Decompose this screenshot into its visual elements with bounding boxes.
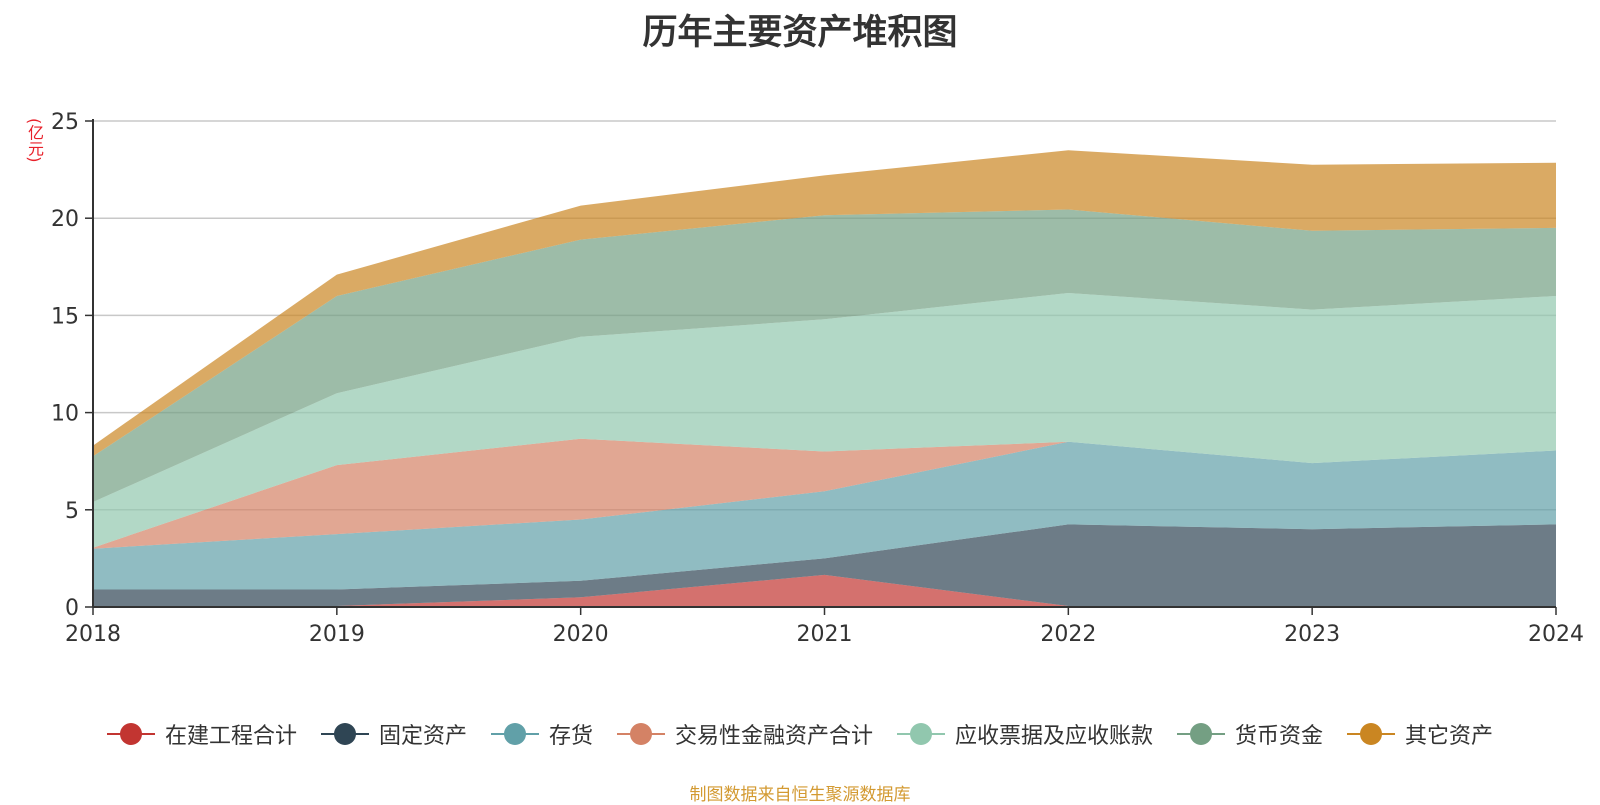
legend-label: 应收票据及应收账款 (955, 724, 1154, 749)
data-source-footnote: 制图数据来自恒生聚源数据库 (689, 785, 911, 805)
x-tick-label: 2024 (1528, 622, 1584, 647)
area-series-5[interactable] (93, 293, 1556, 548)
area-series-2[interactable] (93, 524, 1556, 607)
y-tick-label: 15 (51, 304, 79, 329)
legend-label: 在建工程合计 (164, 724, 297, 749)
legend-item-5[interactable]: 应收票据及应收账款 (897, 718, 1153, 750)
legend-item-1[interactable]: 在建工程合计 (106, 718, 297, 750)
legend-item-2[interactable]: 固定资产 (320, 718, 467, 750)
y-tick-label: 5 (65, 499, 79, 524)
axes: 0 5 10 15 20 25 2018 2019 2020 2021 2022 2023 2024 (51, 110, 1584, 647)
area-series-7[interactable] (93, 150, 1556, 457)
x-tick-label: 2020 (553, 622, 609, 647)
area-series-1[interactable] (93, 574, 1556, 607)
legend-marker-icon (320, 722, 369, 746)
area-series (93, 150, 1556, 607)
legend-label: 固定资产 (378, 724, 467, 749)
legend-item-3[interactable]: 存货 (490, 718, 593, 750)
legend-label: 其它资产 (1405, 724, 1494, 749)
legend-marker-icon (490, 722, 539, 746)
y-tick-label: 20 (51, 207, 79, 232)
legend-label: 交易性金融资产合计 (674, 724, 873, 749)
legend-item-4[interactable]: 交易性金融资产合计 (616, 718, 873, 750)
area-series-4[interactable] (93, 438, 1556, 549)
legend-item-6[interactable]: 货币资金 (1177, 718, 1323, 750)
legend: 在建工程合计 固定资产 存货 交易性金融资产合计 应收票据及应收账款 货币资金 其它资产 (0, 718, 1600, 750)
legend-marker-icon (1177, 722, 1226, 746)
y-tick-label: 10 (51, 402, 79, 427)
x-tick-label: 2023 (1284, 622, 1340, 647)
legend-label: 货币资金 (1235, 724, 1324, 749)
y-tick-label: 0 (65, 596, 79, 621)
chart-title: 历年主要资产堆积图 (642, 13, 958, 53)
legend-label: 存货 (548, 724, 593, 749)
legend-marker-icon (106, 722, 155, 746)
y-tick-label: 25 (51, 110, 79, 135)
legend-marker-icon (897, 722, 945, 746)
area-series-3[interactable] (93, 441, 1556, 590)
x-tick-label: 2022 (1040, 622, 1096, 647)
legend-marker-icon (1347, 722, 1396, 746)
x-tick-label: 2019 (309, 622, 365, 647)
x-tick-label: 2018 (65, 622, 121, 647)
area-series-6[interactable] (93, 209, 1556, 503)
legend-marker-icon (616, 722, 665, 746)
legend-item-7[interactable]: 其它资产 (1347, 718, 1493, 750)
x-tick-label: 2021 (797, 622, 853, 647)
y-axis-unit-label: (亿元) (25, 118, 44, 163)
